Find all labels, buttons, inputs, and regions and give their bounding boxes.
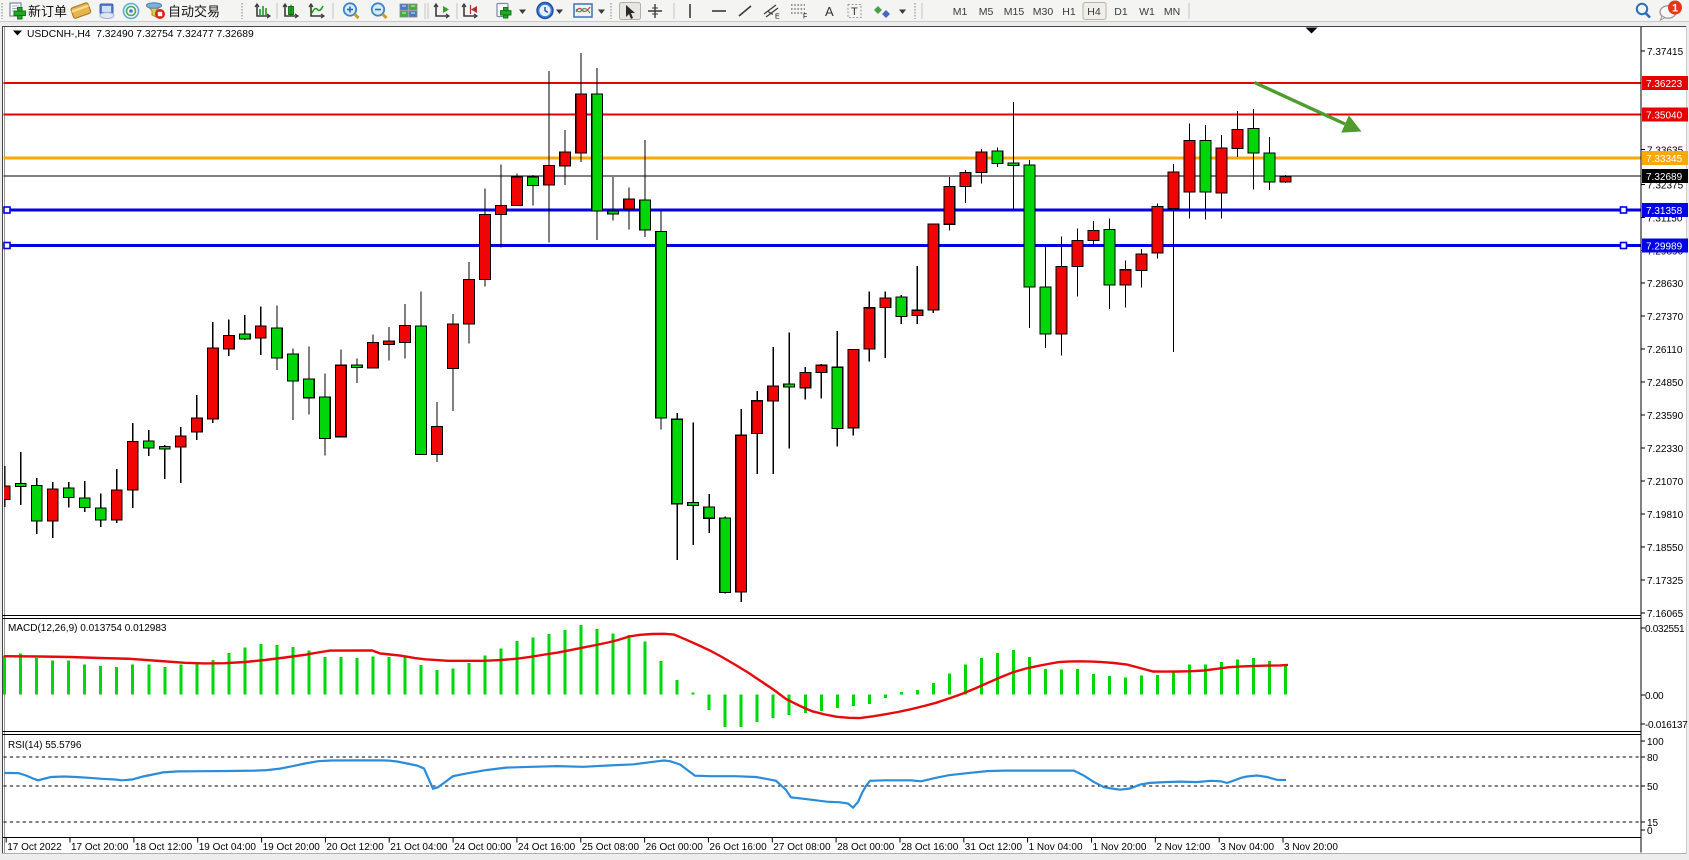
svg-text:7.27370: 7.27370 <box>1647 312 1684 323</box>
svg-text:7.33345: 7.33345 <box>1646 154 1683 165</box>
svg-text:7.35040: 7.35040 <box>1646 111 1683 122</box>
svg-text:31 Oct 12:00: 31 Oct 12:00 <box>965 842 1023 853</box>
svg-text:7.16065: 7.16065 <box>1647 609 1684 620</box>
svg-text:7.32689: 7.32689 <box>1646 172 1683 183</box>
svg-text:2 Nov 12:00: 2 Nov 12:00 <box>1156 842 1210 853</box>
svg-text:A: A <box>825 4 834 19</box>
svg-text:M30: M30 <box>1033 6 1054 18</box>
svg-text:19 Oct 04:00: 19 Oct 04:00 <box>199 842 257 853</box>
svg-text:M5: M5 <box>979 6 994 18</box>
svg-text:F: F <box>803 14 807 21</box>
svg-text:1: 1 <box>1672 3 1678 15</box>
svg-text:自动交易: 自动交易 <box>168 4 220 19</box>
svg-text:W1: W1 <box>1139 6 1155 18</box>
svg-text:18 Oct 12:00: 18 Oct 12:00 <box>135 842 193 853</box>
svg-text:-0.016137: -0.016137 <box>1645 720 1688 731</box>
svg-text:7.29989: 7.29989 <box>1646 242 1683 253</box>
svg-text:M1: M1 <box>953 6 968 18</box>
svg-text:7.19810: 7.19810 <box>1647 510 1684 521</box>
svg-text:7.26110: 7.26110 <box>1647 345 1683 356</box>
svg-text:28 Oct 16:00: 28 Oct 16:00 <box>901 842 959 853</box>
svg-text:7.23590: 7.23590 <box>1647 411 1684 422</box>
svg-text:27 Oct 08:00: 27 Oct 08:00 <box>773 842 831 853</box>
svg-text:50: 50 <box>1647 782 1659 793</box>
svg-text:M15: M15 <box>1004 6 1025 18</box>
svg-text:USDCNH-,H4 7.32490 7.32754 7.: USDCNH-,H4 7.32490 7.32754 7.32477 7.326… <box>27 29 254 40</box>
svg-text:25 Oct 08:00: 25 Oct 08:00 <box>582 842 640 853</box>
svg-text:7.31358: 7.31358 <box>1646 206 1683 217</box>
svg-text:1 Nov 20:00: 1 Nov 20:00 <box>1093 842 1147 853</box>
svg-text:7.22330: 7.22330 <box>1647 444 1684 455</box>
svg-text:17 Oct 2022: 17 Oct 2022 <box>7 842 62 853</box>
svg-text:D1: D1 <box>1114 6 1128 18</box>
svg-text:7.31150: 7.31150 <box>1647 213 1683 224</box>
svg-text:24 Oct 00:00: 24 Oct 00:00 <box>454 842 512 853</box>
svg-text:21 Oct 04:00: 21 Oct 04:00 <box>390 842 448 853</box>
svg-text:7.17325: 7.17325 <box>1647 576 1684 587</box>
svg-text:0.032551: 0.032551 <box>1645 624 1685 635</box>
svg-text:7.21070: 7.21070 <box>1647 477 1684 488</box>
svg-text:24 Oct 16:00: 24 Oct 16:00 <box>518 842 576 853</box>
svg-text:MN: MN <box>1164 6 1180 18</box>
svg-text:20 Oct 12:00: 20 Oct 12:00 <box>326 842 384 853</box>
svg-text:19 Oct 20:00: 19 Oct 20:00 <box>263 842 321 853</box>
svg-text:100: 100 <box>1647 737 1664 748</box>
svg-text:28 Oct 00:00: 28 Oct 00:00 <box>837 842 895 853</box>
svg-text:1 Nov 04:00: 1 Nov 04:00 <box>1029 842 1083 853</box>
svg-text:17 Oct 20:00: 17 Oct 20:00 <box>71 842 129 853</box>
svg-text:0.00: 0.00 <box>1645 691 1664 702</box>
svg-text:MACD(12,26,9) 0.013754 0.01298: MACD(12,26,9) 0.013754 0.012983 <box>8 623 167 634</box>
svg-text:新订单: 新订单 <box>28 4 67 19</box>
svg-text:26 Oct 00:00: 26 Oct 00:00 <box>646 842 704 853</box>
svg-text:80: 80 <box>1647 753 1659 764</box>
svg-text:H4: H4 <box>1087 6 1101 18</box>
svg-text:7.18550: 7.18550 <box>1647 543 1684 554</box>
svg-text:T: T <box>851 6 858 18</box>
svg-text:7.32375: 7.32375 <box>1647 180 1684 191</box>
svg-text:7.33635: 7.33635 <box>1647 145 1684 156</box>
svg-text:26 Oct 16:00: 26 Oct 16:00 <box>709 842 767 853</box>
svg-text:7.28630: 7.28630 <box>1647 279 1684 290</box>
svg-text:0: 0 <box>1647 826 1653 837</box>
svg-text:7.37415: 7.37415 <box>1647 47 1684 58</box>
svg-text:7.36223: 7.36223 <box>1646 79 1683 90</box>
svg-text:15: 15 <box>1647 818 1659 829</box>
svg-text:7.24850: 7.24850 <box>1647 378 1684 389</box>
svg-text:3 Nov 20:00: 3 Nov 20:00 <box>1284 842 1338 853</box>
svg-text:RSI(14) 55.5796: RSI(14) 55.5796 <box>8 740 82 751</box>
svg-text:3 Nov 04:00: 3 Nov 04:00 <box>1220 842 1274 853</box>
svg-text:H1: H1 <box>1062 6 1076 18</box>
svg-text:E: E <box>775 14 780 21</box>
